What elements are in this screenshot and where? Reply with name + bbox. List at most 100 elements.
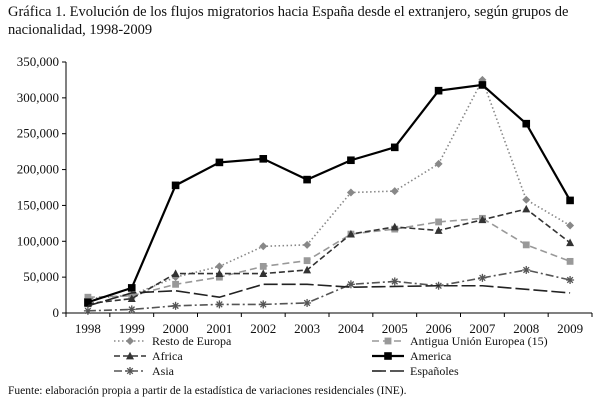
series-line xyxy=(87,83,572,304)
legend-label: Españoles xyxy=(410,364,459,378)
series-5 xyxy=(87,283,571,307)
legend-label: Antigua Unión Europea (15) xyxy=(410,334,548,348)
legend: Resto de Europa Antigua Unión Europea (15… xyxy=(114,334,548,378)
x-tick-label: 2007 xyxy=(469,321,496,336)
legend-entry: Asia xyxy=(114,364,175,378)
data-point xyxy=(303,265,312,274)
data-point xyxy=(566,238,575,247)
data-point xyxy=(566,196,574,205)
data-point xyxy=(478,273,487,282)
data-point xyxy=(303,298,312,307)
data-point xyxy=(215,158,224,167)
data-point xyxy=(83,306,92,315)
data-point xyxy=(259,155,268,163)
y-tick-label: 350,000 xyxy=(17,54,59,69)
data-point xyxy=(171,301,180,310)
y-tick-label: 200,000 xyxy=(17,162,59,177)
data-point xyxy=(346,188,355,197)
data-point xyxy=(390,222,399,231)
axes: 0 50,000 100,000 150,000 200,000 250,000 300,0… xyxy=(17,54,593,336)
data-point xyxy=(566,257,574,265)
data-point xyxy=(390,277,399,286)
legend-entry: America xyxy=(372,349,452,363)
data-point xyxy=(384,337,392,345)
data-point xyxy=(126,367,134,375)
series-2 xyxy=(83,204,575,308)
data-point xyxy=(215,269,224,277)
data-point xyxy=(347,156,355,165)
legend-label: Asia xyxy=(152,364,175,378)
data-point xyxy=(259,262,267,270)
data-point xyxy=(303,240,312,249)
data-point xyxy=(216,273,223,281)
data-point xyxy=(171,181,180,190)
x-tick-label: 2005 xyxy=(382,321,408,336)
x-tick-label: 2000 xyxy=(163,321,189,336)
data-point xyxy=(390,187,399,196)
data-point xyxy=(435,218,442,226)
data-point xyxy=(126,351,134,360)
y-tick-label: 50,000 xyxy=(23,269,59,284)
y-tick-label: 300,000 xyxy=(17,90,59,105)
legend-entry: Resto de Europa xyxy=(114,334,232,348)
data-point xyxy=(522,265,531,274)
data-point xyxy=(566,221,575,230)
y-tick-label: 0 xyxy=(53,305,60,320)
data-point xyxy=(215,300,224,309)
data-point xyxy=(390,143,399,152)
series-line xyxy=(87,269,571,312)
x-tick-label: 2002 xyxy=(250,321,276,336)
data-point xyxy=(522,204,531,213)
series-layer xyxy=(83,75,575,315)
series-4 xyxy=(83,265,575,315)
data-point xyxy=(259,300,268,309)
series-line xyxy=(87,283,571,307)
x-tick-label: 2006 xyxy=(426,321,453,336)
data-point xyxy=(127,305,136,314)
legend-label: Resto de Europa xyxy=(152,334,232,348)
legend-label: Africa xyxy=(152,349,183,363)
data-point xyxy=(303,257,311,265)
data-point xyxy=(84,298,92,307)
series-3 xyxy=(84,81,574,307)
legend-entry: Africa xyxy=(114,349,183,363)
data-point xyxy=(171,269,180,277)
data-point xyxy=(522,195,531,204)
data-point xyxy=(434,159,443,168)
source-note: Fuente: elaboración propia a partir de l… xyxy=(8,385,407,397)
x-tick-label: 2009 xyxy=(557,321,583,336)
data-point xyxy=(434,226,443,234)
data-point xyxy=(127,284,136,292)
data-point xyxy=(434,86,443,95)
x-tick-label: 2004 xyxy=(338,321,365,336)
series-0 xyxy=(83,75,575,303)
x-tick-label: 2003 xyxy=(294,321,320,336)
series-line xyxy=(87,208,571,305)
data-point xyxy=(478,81,487,89)
data-point xyxy=(384,352,392,360)
data-point xyxy=(522,241,530,249)
data-point xyxy=(172,280,179,288)
data-point xyxy=(127,294,136,303)
series-line xyxy=(87,77,571,300)
legend-entry: Españoles xyxy=(372,364,459,378)
y-tick-label: 150,000 xyxy=(17,197,59,212)
chart-title: Gráfica 1. Evolución de los flujos migra… xyxy=(8,4,569,38)
data-point xyxy=(215,262,224,271)
series-line xyxy=(87,217,571,299)
data-point xyxy=(84,293,92,301)
data-point xyxy=(259,269,268,277)
data-point xyxy=(478,215,487,224)
data-point xyxy=(346,229,355,238)
y-tick-label: 100,000 xyxy=(17,233,59,248)
legend-label: America xyxy=(410,349,452,363)
data-point xyxy=(566,276,575,285)
x-tick-label: 1998 xyxy=(75,321,101,336)
data-point xyxy=(259,242,268,251)
legend-entry: Antigua Unión Europea (15) xyxy=(372,334,548,348)
data-point xyxy=(303,175,311,184)
data-point xyxy=(522,119,531,128)
x-tick-label: 1999 xyxy=(119,321,145,336)
data-point xyxy=(126,337,134,345)
